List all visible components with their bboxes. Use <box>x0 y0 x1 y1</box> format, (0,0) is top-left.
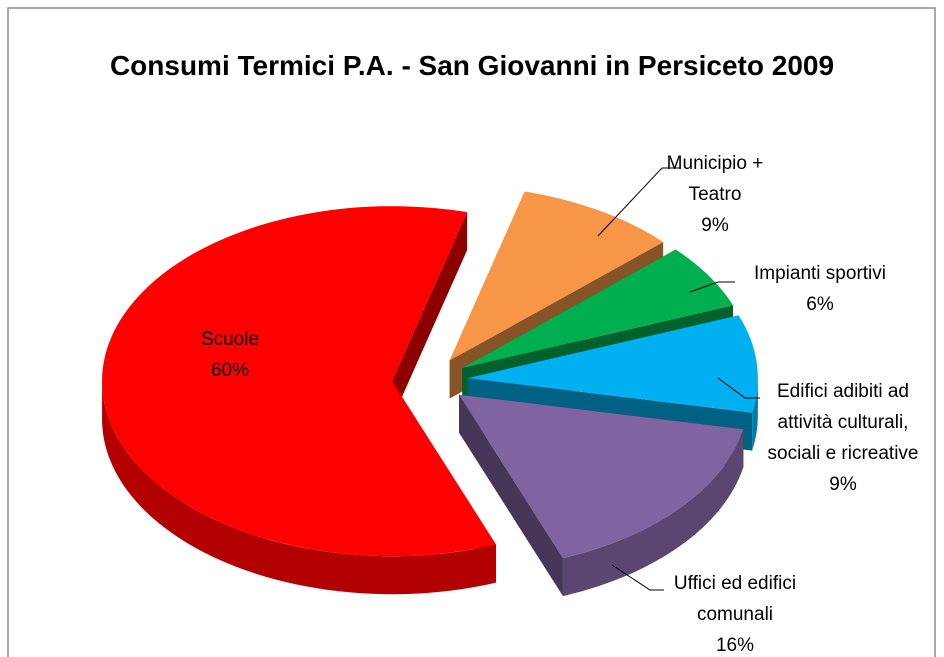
leader-line <box>689 281 735 293</box>
category-label: Municipio + Teatro <box>666 153 764 205</box>
value-label: 9% <box>701 215 729 236</box>
pie-slice <box>467 315 758 413</box>
value-label: 6% <box>806 294 834 315</box>
slice-bands <box>102 378 758 597</box>
slice-wall <box>392 212 468 420</box>
chart-title: Consumi Termici P.A. - San Giovanni in P… <box>109 50 835 81</box>
slice-side <box>752 378 758 451</box>
category-label: Uffici ed edifici comunali <box>673 573 797 625</box>
chart-border <box>7 7 936 657</box>
value-label: 9% <box>829 474 857 495</box>
leader-line <box>597 167 680 237</box>
slice-side <box>102 381 496 595</box>
slice-side <box>562 429 744 597</box>
value-label: 60% <box>210 360 250 381</box>
value-label: 16% <box>715 635 755 656</box>
category-label: Impianti sportivi <box>754 263 886 284</box>
slice-label: Municipio + Teatro 9% <box>650 148 780 241</box>
slice-label: Scuole 60% <box>170 324 290 386</box>
leader-line <box>611 564 664 591</box>
slice-label: Impianti sportivi 6% <box>725 258 915 320</box>
pie-slice <box>102 206 496 557</box>
slice-label: Edifici adibiti ad attività culturali, s… <box>752 376 934 500</box>
pie-slice <box>462 249 734 368</box>
slice-label: Uffici ed edifici comunali 16% <box>650 568 820 657</box>
pie-slice <box>459 394 744 559</box>
pie-slice <box>449 191 664 361</box>
leader-line <box>717 377 760 399</box>
slice-tops <box>102 191 758 559</box>
slice-wall <box>459 394 563 597</box>
category-label: Edifici adibiti ad attività culturali, s… <box>767 381 919 464</box>
leader-lines <box>597 167 760 591</box>
category-label: Scuole <box>200 329 260 350</box>
